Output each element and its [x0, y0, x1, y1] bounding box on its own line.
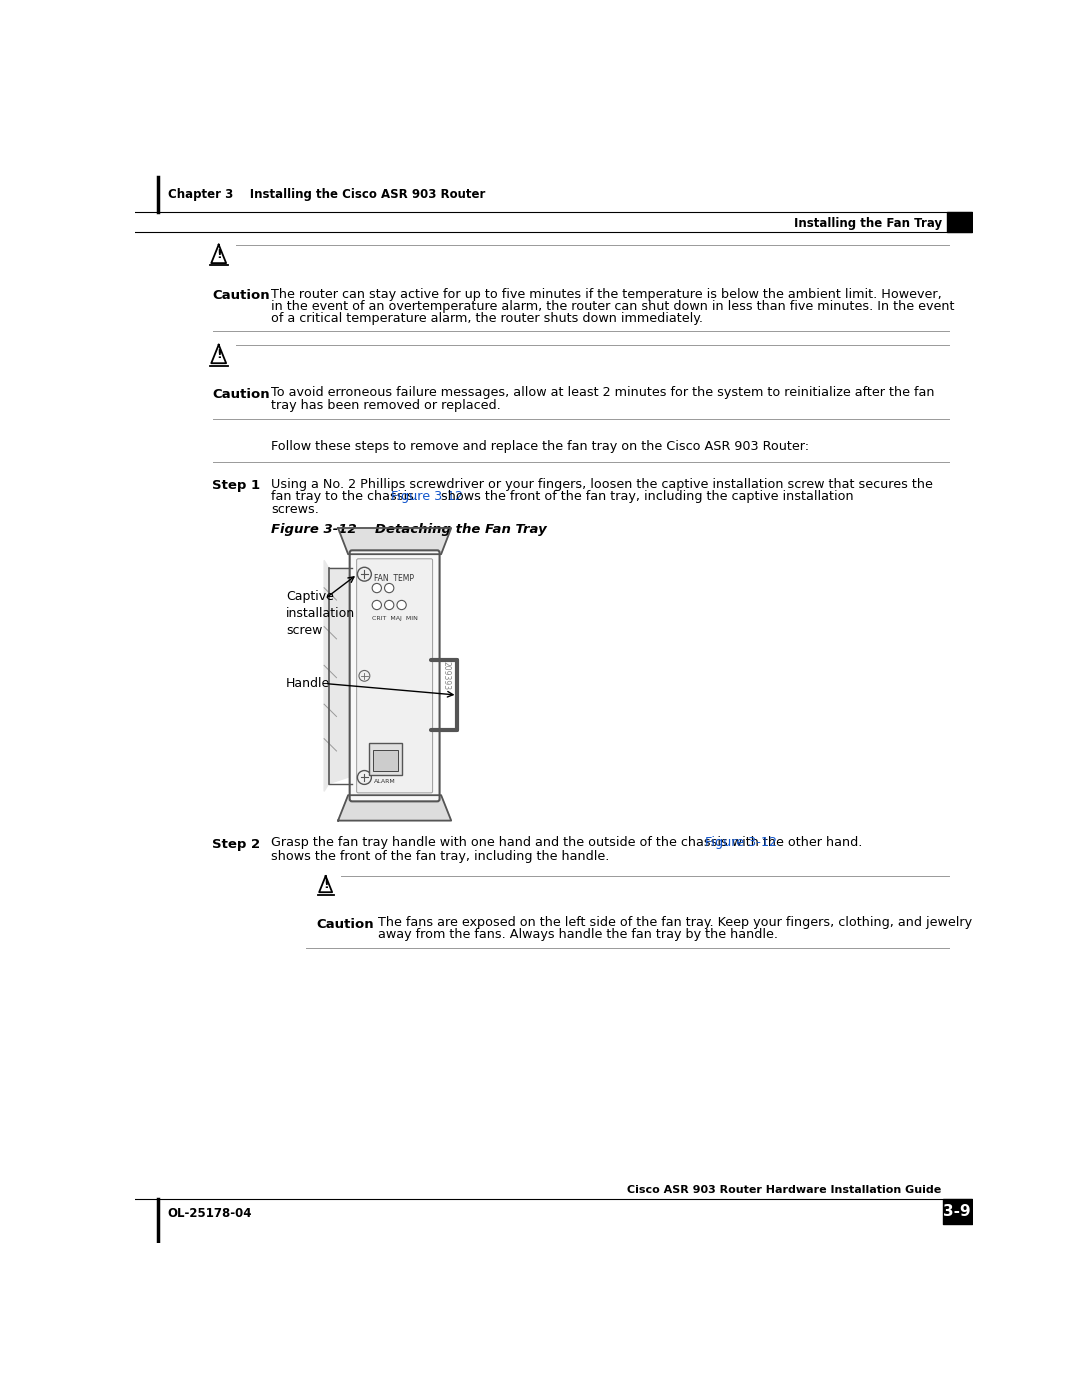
Text: ALARM: ALARM [375, 780, 396, 784]
Text: screws.: screws. [271, 503, 320, 515]
Text: 209393: 209393 [441, 661, 450, 690]
Text: Figure 3-12: Figure 3-12 [271, 524, 357, 536]
Polygon shape [338, 528, 451, 555]
Circle shape [397, 601, 406, 609]
Text: FAN  TEMP: FAN TEMP [374, 574, 414, 583]
Text: OL-25178-04: OL-25178-04 [167, 1207, 252, 1220]
Circle shape [359, 671, 369, 682]
Text: 3-9: 3-9 [944, 1204, 971, 1220]
Polygon shape [320, 876, 333, 893]
Text: Figure 3-12: Figure 3-12 [391, 490, 462, 503]
Circle shape [373, 601, 381, 609]
Text: Follow these steps to remove and replace the fan tray on the Cisco ASR 903 Route: Follow these steps to remove and replace… [271, 440, 810, 453]
Text: tray has been removed or replaced.: tray has been removed or replaced. [271, 398, 501, 412]
FancyBboxPatch shape [373, 750, 397, 771]
Text: Cisco ASR 903 Router Hardware Installation Guide: Cisco ASR 903 Router Hardware Installati… [626, 1185, 941, 1196]
Polygon shape [212, 345, 226, 363]
Polygon shape [212, 244, 226, 263]
Text: !: ! [216, 348, 221, 362]
Text: Handle: Handle [286, 678, 330, 690]
Polygon shape [338, 795, 451, 820]
Circle shape [384, 584, 394, 592]
Text: fan tray to the chassis.: fan tray to the chassis. [271, 490, 418, 503]
Text: Installing the Fan Tray: Installing the Fan Tray [795, 217, 943, 229]
Text: !: ! [323, 879, 328, 891]
Text: Step 1: Step 1 [213, 479, 260, 493]
Text: Caution: Caution [213, 388, 270, 401]
Text: Step 2: Step 2 [213, 838, 260, 851]
Text: Captive
installation
screw: Captive installation screw [286, 590, 355, 637]
Text: Figure 3-12: Figure 3-12 [705, 835, 778, 849]
Circle shape [384, 601, 394, 609]
Circle shape [357, 567, 372, 581]
Text: The router can stay active for up to five minutes if the temperature is below th: The router can stay active for up to fiv… [271, 288, 942, 300]
Circle shape [357, 771, 372, 784]
Text: Caution: Caution [213, 289, 270, 302]
Polygon shape [324, 560, 352, 791]
Text: away from the fans. Always handle the fan tray by the handle.: away from the fans. Always handle the fa… [378, 929, 779, 942]
Text: Using a No. 2 Phillips screwdriver or your fingers, loosen the captive installat: Using a No. 2 Phillips screwdriver or yo… [271, 478, 933, 490]
Text: CRIT  MAJ  MIN: CRIT MAJ MIN [373, 616, 418, 620]
Text: !: ! [216, 249, 221, 261]
Text: To avoid erroneous failure messages, allow at least 2 minutes for the system to : To avoid erroneous failure messages, all… [271, 387, 935, 400]
Text: Grasp the fan tray handle with one hand and the outside of the chassis with the : Grasp the fan tray handle with one hand … [271, 835, 867, 849]
Circle shape [373, 584, 381, 592]
FancyBboxPatch shape [356, 559, 433, 793]
FancyBboxPatch shape [369, 743, 402, 775]
Text: Caution: Caution [316, 918, 374, 930]
Text: The fans are exposed on the left side of the fan tray. Keep your fingers, clothi: The fans are exposed on the left side of… [378, 916, 972, 929]
Text: shows the front of the fan tray, including the handle.: shows the front of the fan tray, includi… [271, 849, 610, 863]
Text: of a critical temperature alarm, the router shuts down immediately.: of a critical temperature alarm, the rou… [271, 313, 703, 326]
Text: Detaching the Fan Tray: Detaching the Fan Tray [375, 524, 546, 536]
Text: shows the front of the fan tray, including the captive installation: shows the front of the fan tray, includi… [437, 490, 854, 503]
FancyBboxPatch shape [350, 550, 440, 802]
Text: Chapter 3    Installing the Cisco ASR 903 Router: Chapter 3 Installing the Cisco ASR 903 R… [167, 189, 485, 201]
Text: in the event of an overtemperature alarm, the router can shut down in less than : in the event of an overtemperature alarm… [271, 300, 955, 313]
